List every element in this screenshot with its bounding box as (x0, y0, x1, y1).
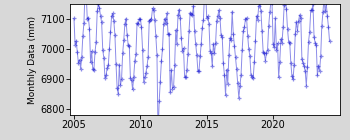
Y-axis label: Monthly Data (mm): Monthly Data (mm) (28, 15, 37, 104)
